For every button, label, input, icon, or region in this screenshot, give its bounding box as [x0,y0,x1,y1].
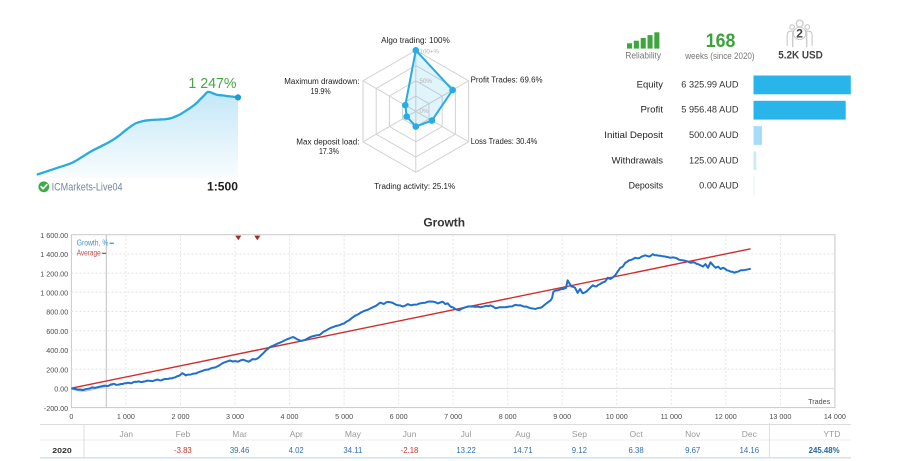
svg-text:Oct: Oct [629,429,643,439]
svg-text:4.02: 4.02 [289,446,304,455]
svg-text:4 000: 4 000 [281,412,299,421]
svg-text:12 000: 12 000 [715,412,737,421]
svg-text:13.22: 13.22 [456,446,476,455]
svg-text:Sep: Sep [572,429,587,439]
svg-text:Equity: Equity [637,79,664,89]
svg-text:Aug: Aug [515,429,530,439]
svg-text:1:500: 1:500 [207,180,238,194]
svg-text:Algo trading: 100%: Algo trading: 100% [381,36,450,45]
svg-text:Deposits: Deposits [629,181,664,191]
svg-text:Average: Average [77,249,101,258]
svg-text:3 000: 3 000 [226,412,244,421]
svg-text:Growth, %: Growth, % [77,239,109,248]
svg-text:17.3%: 17.3% [319,147,339,156]
svg-text:10 000: 10 000 [606,412,628,421]
svg-text:6 000: 6 000 [390,412,408,421]
svg-text:Withdrawals: Withdrawals [612,155,664,165]
svg-text:Loss Trades: 30.4%: Loss Trades: 30.4% [471,137,538,146]
svg-text:YTD: YTD [823,429,840,439]
svg-text:5 000: 5 000 [335,412,353,421]
svg-text:Jul: Jul [461,429,472,439]
svg-text:Mar: Mar [232,429,247,439]
svg-text:May: May [345,429,362,439]
svg-text:Trades: Trades [808,397,831,406]
svg-text:Jan: Jan [119,429,133,439]
svg-text:9 000: 9 000 [553,412,571,421]
svg-text:600.00: 600.00 [46,327,68,336]
svg-text:0: 0 [69,412,73,421]
svg-text:500.00 AUD: 500.00 AUD [689,130,739,140]
svg-text:168: 168 [706,30,736,52]
svg-text:Initial Deposit: Initial Deposit [604,130,663,140]
svg-text:14.71: 14.71 [513,446,533,455]
svg-text:ICMarkets-Live04: ICMarkets-Live04 [52,182,123,194]
svg-text:100+%: 100+% [420,49,440,56]
svg-text:1 600.00: 1 600.00 [40,231,68,240]
svg-text:2020: 2020 [52,446,72,455]
svg-text:1 200.00: 1 200.00 [40,269,68,278]
svg-text:14.16: 14.16 [740,446,760,455]
svg-text:245.48%: 245.48% [809,446,840,455]
svg-text:Feb: Feb [176,429,191,439]
svg-text:7 000: 7 000 [444,412,462,421]
svg-text:Reliability: Reliability [625,51,661,61]
svg-text:34.11: 34.11 [343,446,362,455]
svg-text:Profit Trades: 69.6%: Profit Trades: 69.6% [471,76,543,85]
svg-text:5 956.48 AUD: 5 956.48 AUD [681,105,739,115]
svg-text:Maximum drawdown:: Maximum drawdown: [284,77,359,86]
svg-text:6.38: 6.38 [629,446,644,455]
svg-text:0.00 AUD: 0.00 AUD [699,181,739,191]
svg-text:9.12: 9.12 [572,446,587,455]
svg-text:2: 2 [796,27,803,41]
svg-text:-200.00: -200.00 [44,404,68,413]
svg-text:200.00: 200.00 [46,365,68,374]
svg-text:125.00 AUD: 125.00 AUD [689,155,739,165]
svg-text:1 247%: 1 247% [188,75,236,92]
svg-text:1 000.00: 1 000.00 [40,289,68,298]
svg-text:-3.83: -3.83 [174,446,192,455]
svg-text:19.9%: 19.9% [311,87,331,96]
svg-text:1 000: 1 000 [117,412,135,421]
svg-text:400.00: 400.00 [46,346,68,355]
svg-text:weeks (since 2020): weeks (since 2020) [684,51,754,61]
svg-text:Jun: Jun [403,429,417,439]
svg-text:39.46: 39.46 [230,446,250,455]
svg-text:13 000: 13 000 [769,412,791,421]
svg-text:800.00: 800.00 [46,308,68,317]
svg-text:6 325.99 AUD: 6 325.99 AUD [681,79,739,89]
svg-text:11 000: 11 000 [661,412,682,421]
svg-text:Profit: Profit [641,105,664,115]
svg-text:14 000: 14 000 [824,412,846,421]
svg-text:Apr: Apr [290,429,303,439]
svg-text:0.00: 0.00 [54,385,68,394]
svg-text:5.2K USD: 5.2K USD [778,50,823,62]
svg-text:Max deposit load:: Max deposit load: [296,137,359,146]
svg-text:8 000: 8 000 [499,412,517,421]
svg-text:Trading activity: 25.1%: Trading activity: 25.1% [374,182,455,191]
svg-text:2 000: 2 000 [172,412,190,421]
svg-text:Nov: Nov [685,429,701,439]
svg-text:Dec: Dec [742,429,758,439]
svg-text:0%: 0% [420,108,429,115]
svg-text:Growth: Growth [423,215,465,229]
svg-text:-2.18: -2.18 [401,446,419,455]
svg-text:9.67: 9.67 [685,446,700,455]
svg-text:50%: 50% [420,78,433,85]
svg-text:1 400.00: 1 400.00 [40,250,68,259]
